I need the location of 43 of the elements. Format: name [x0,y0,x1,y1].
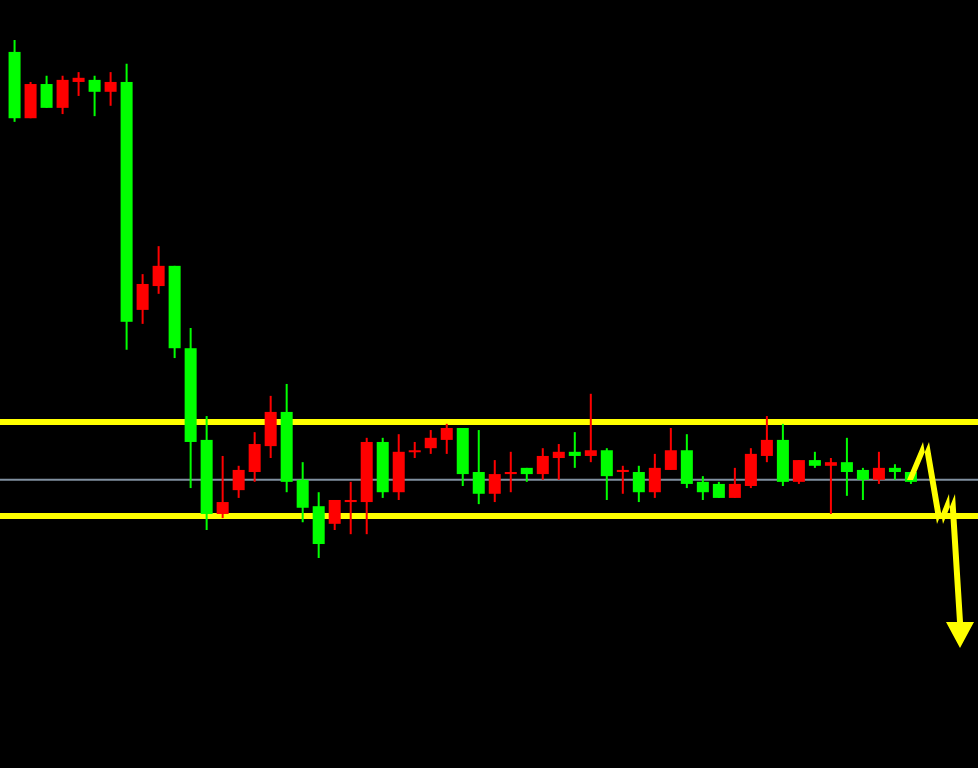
candlestick [568,431,581,469]
candlestick [264,394,277,460]
candlestick [760,415,773,464]
candlestick [440,422,453,455]
candlestick [424,429,437,455]
candlestick [504,450,517,494]
candlestick [328,498,341,532]
candlestick [216,454,229,520]
candlestick [840,436,853,497]
candlestick [584,392,597,464]
candlestick [456,426,469,487]
candlestick [616,464,629,495]
candlestick [536,447,549,481]
candlestick [792,459,805,485]
candlestick [488,459,501,504]
candlestick [88,74,101,118]
candlestick [72,71,85,97]
candlestick [632,464,645,504]
candlestick [728,466,741,499]
candlestick [56,74,69,116]
candlestick [600,447,613,501]
candlestick [248,431,261,483]
candlestick [856,466,869,501]
candlestick [664,426,677,471]
candlestick [648,452,661,499]
candlestick [552,443,565,481]
candlestick [40,74,53,109]
candlestick [872,450,885,485]
candlestick [744,447,757,490]
candlestick [824,457,837,515]
candlestick [232,464,245,499]
candlestick [344,480,357,536]
candlestick [136,273,149,325]
candlestick [312,491,325,559]
candlestick [296,461,309,524]
candlestick [472,429,485,506]
candlestick [24,80,37,120]
candlestick [776,422,789,487]
candlestick [392,433,405,501]
candlestick [696,475,709,501]
candlestick [152,245,165,295]
candlestick [680,433,693,490]
candlestick [104,71,117,107]
